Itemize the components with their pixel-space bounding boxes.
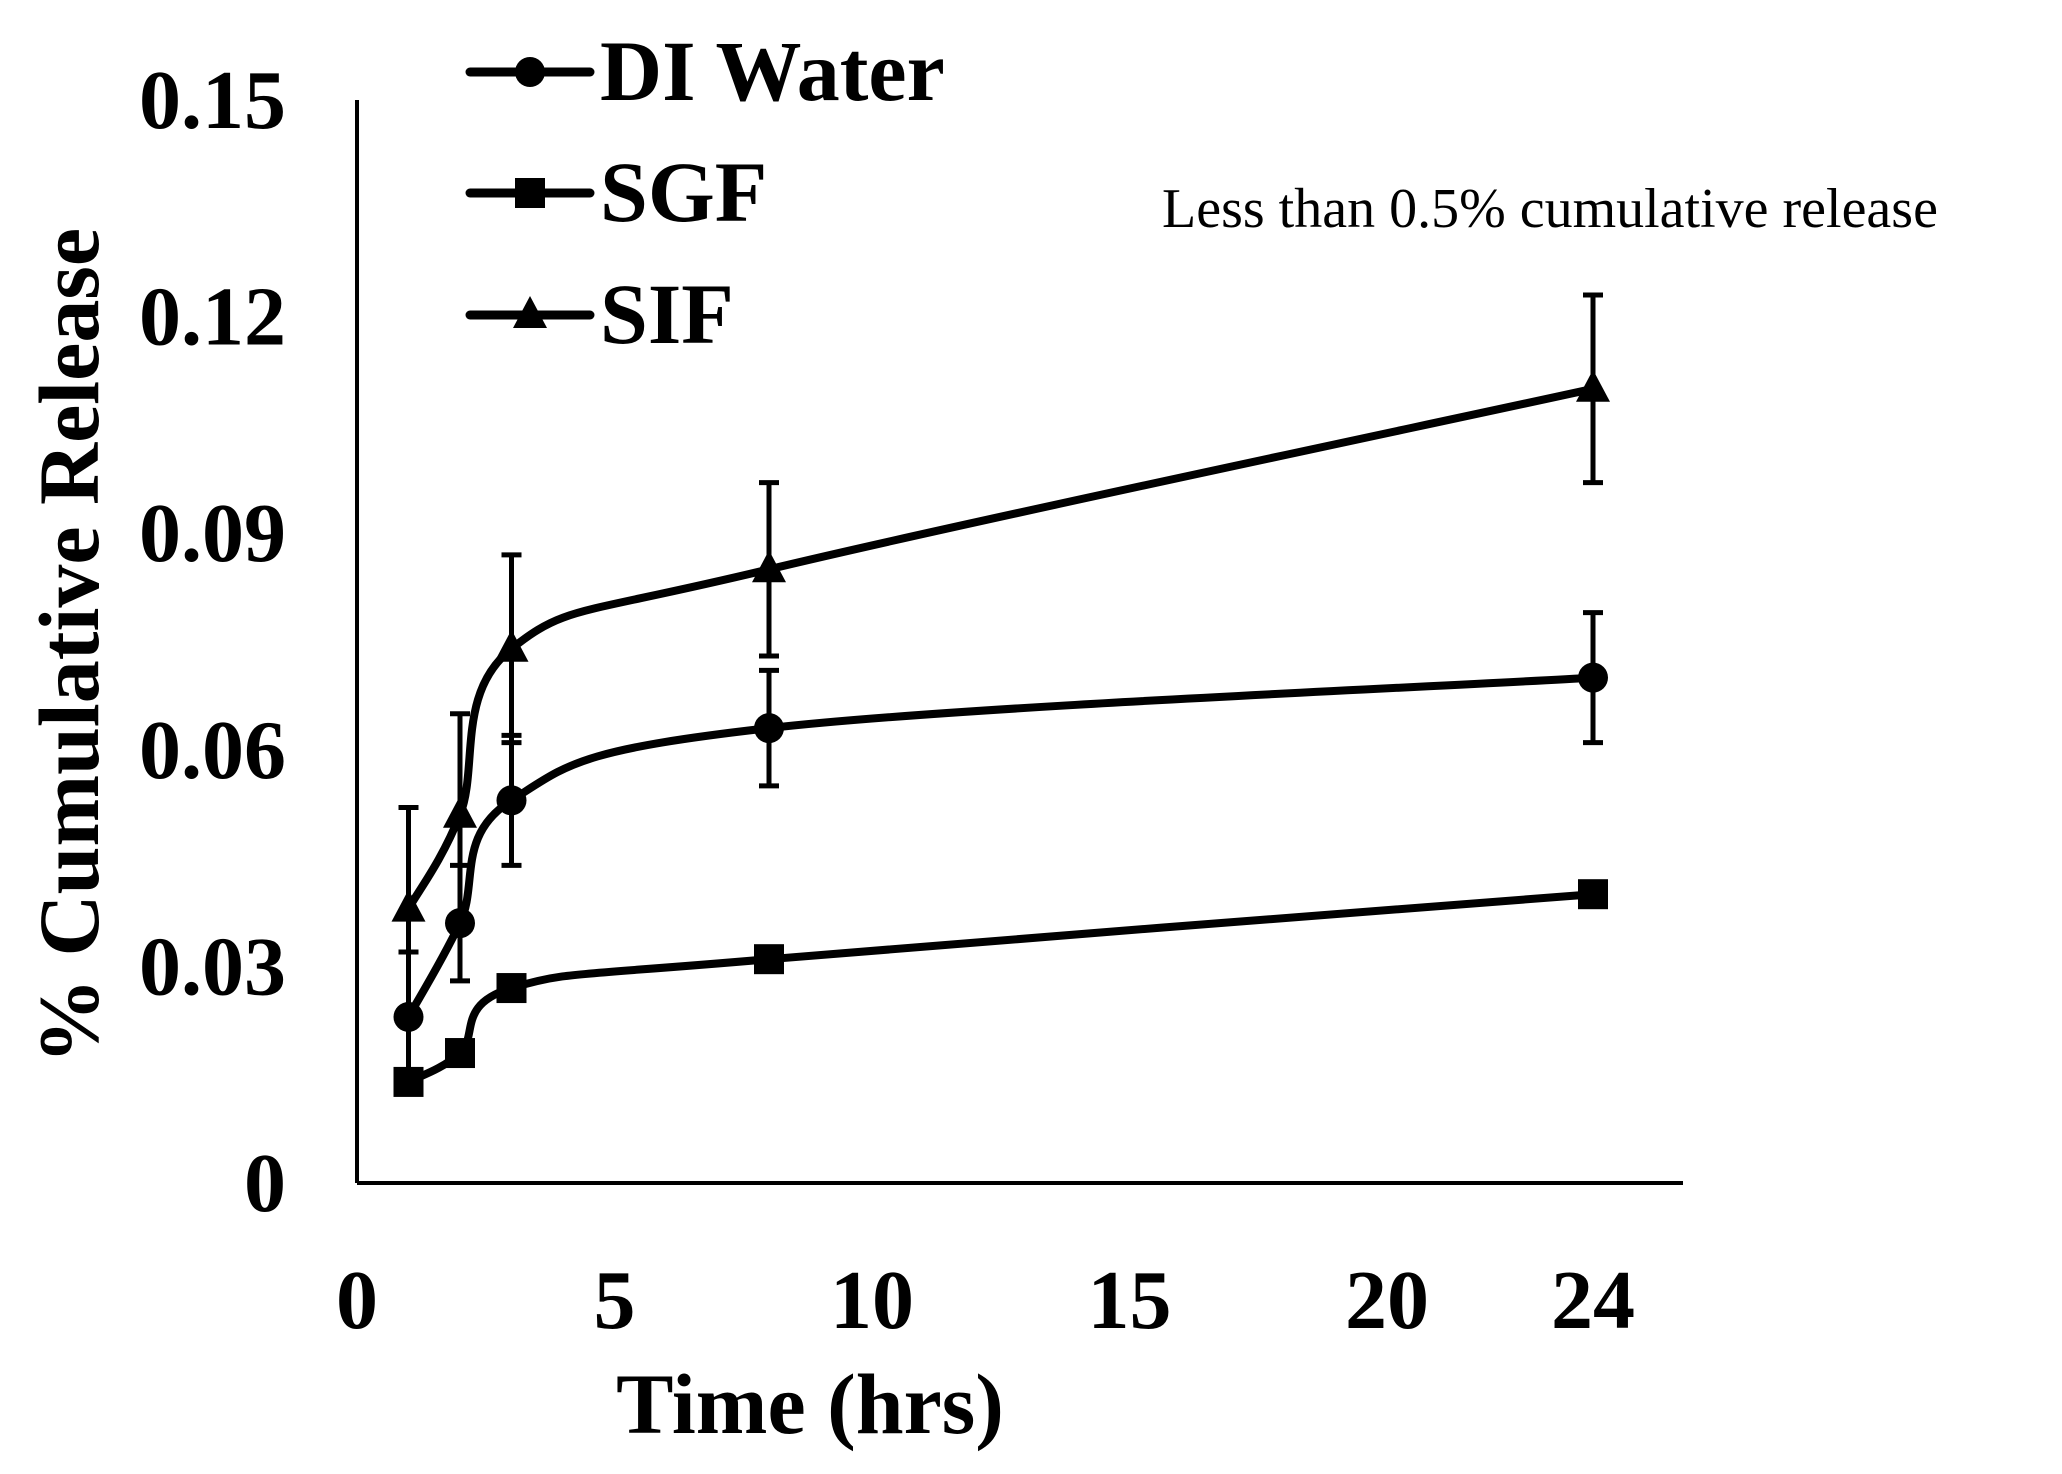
x-tick-label: 24 — [1551, 1254, 1635, 1347]
legend-marker-sif — [513, 296, 547, 328]
data-point-di-water — [1578, 662, 1608, 693]
legend-marker-di-water — [515, 57, 545, 87]
x-tick-label: 5 — [594, 1254, 636, 1347]
data-point-sgf — [445, 1038, 475, 1069]
series-line-di-water — [404, 673, 1597, 1021]
y-tick-label: 0.03 — [139, 920, 286, 1013]
data-point-sif — [752, 550, 786, 583]
x-tick-label: 0 — [336, 1254, 378, 1347]
y-tick-label: 0.06 — [139, 704, 286, 797]
x-tick-label: 15 — [1088, 1254, 1172, 1347]
legend-marker-sgf — [515, 178, 545, 208]
data-point-sgf — [496, 973, 527, 1004]
legend-label-sgf: SGF — [600, 144, 767, 240]
legend-label-di-water: DI Water — [600, 23, 945, 119]
legend-label-sif: SIF — [600, 266, 734, 362]
data-point-sgf — [1578, 879, 1608, 910]
x-tick-label: 10 — [830, 1254, 914, 1347]
y-tick-label: 0.09 — [139, 487, 286, 580]
data-point-sif — [443, 795, 477, 828]
legend-item-di-water: DI Water — [465, 23, 945, 119]
data-point-di-water — [754, 713, 784, 744]
data-point-sif — [1576, 369, 1610, 402]
series-line-sgf — [404, 890, 1597, 1086]
x-axis-title: Time (hrs) — [616, 1356, 1004, 1452]
legend: DI Water SGF SIF — [465, 23, 945, 362]
series-layer — [391, 292, 1610, 1097]
tick-labels: 0 0.03 0.06 0.09 0.12 0.15 0 5 10 15 20 24 — [139, 54, 1635, 1347]
annotation-text: Less than 0.5% cumulative release — [1162, 178, 1938, 240]
x-tick-label: 20 — [1345, 1254, 1429, 1347]
y-tick-label: 0 — [244, 1137, 286, 1230]
data-point-sif — [494, 629, 529, 662]
y-tick-label: 0.15 — [139, 54, 286, 147]
series-sif — [391, 292, 1610, 1013]
legend-item-sgf: SGF — [465, 144, 767, 240]
series-line-sif — [404, 384, 1597, 913]
series-di-water — [393, 610, 1608, 1085]
data-point-sgf — [754, 944, 784, 975]
y-axis-title: % Cumulative Release — [21, 228, 117, 1064]
data-point-sif — [391, 889, 426, 922]
data-point-di-water — [496, 785, 527, 816]
legend-item-sif: SIF — [465, 266, 734, 362]
y-tick-label: 0.12 — [139, 271, 286, 364]
axes — [355, 100, 1683, 1185]
series-sgf — [393, 879, 1608, 1097]
data-point-sgf — [393, 1066, 424, 1097]
